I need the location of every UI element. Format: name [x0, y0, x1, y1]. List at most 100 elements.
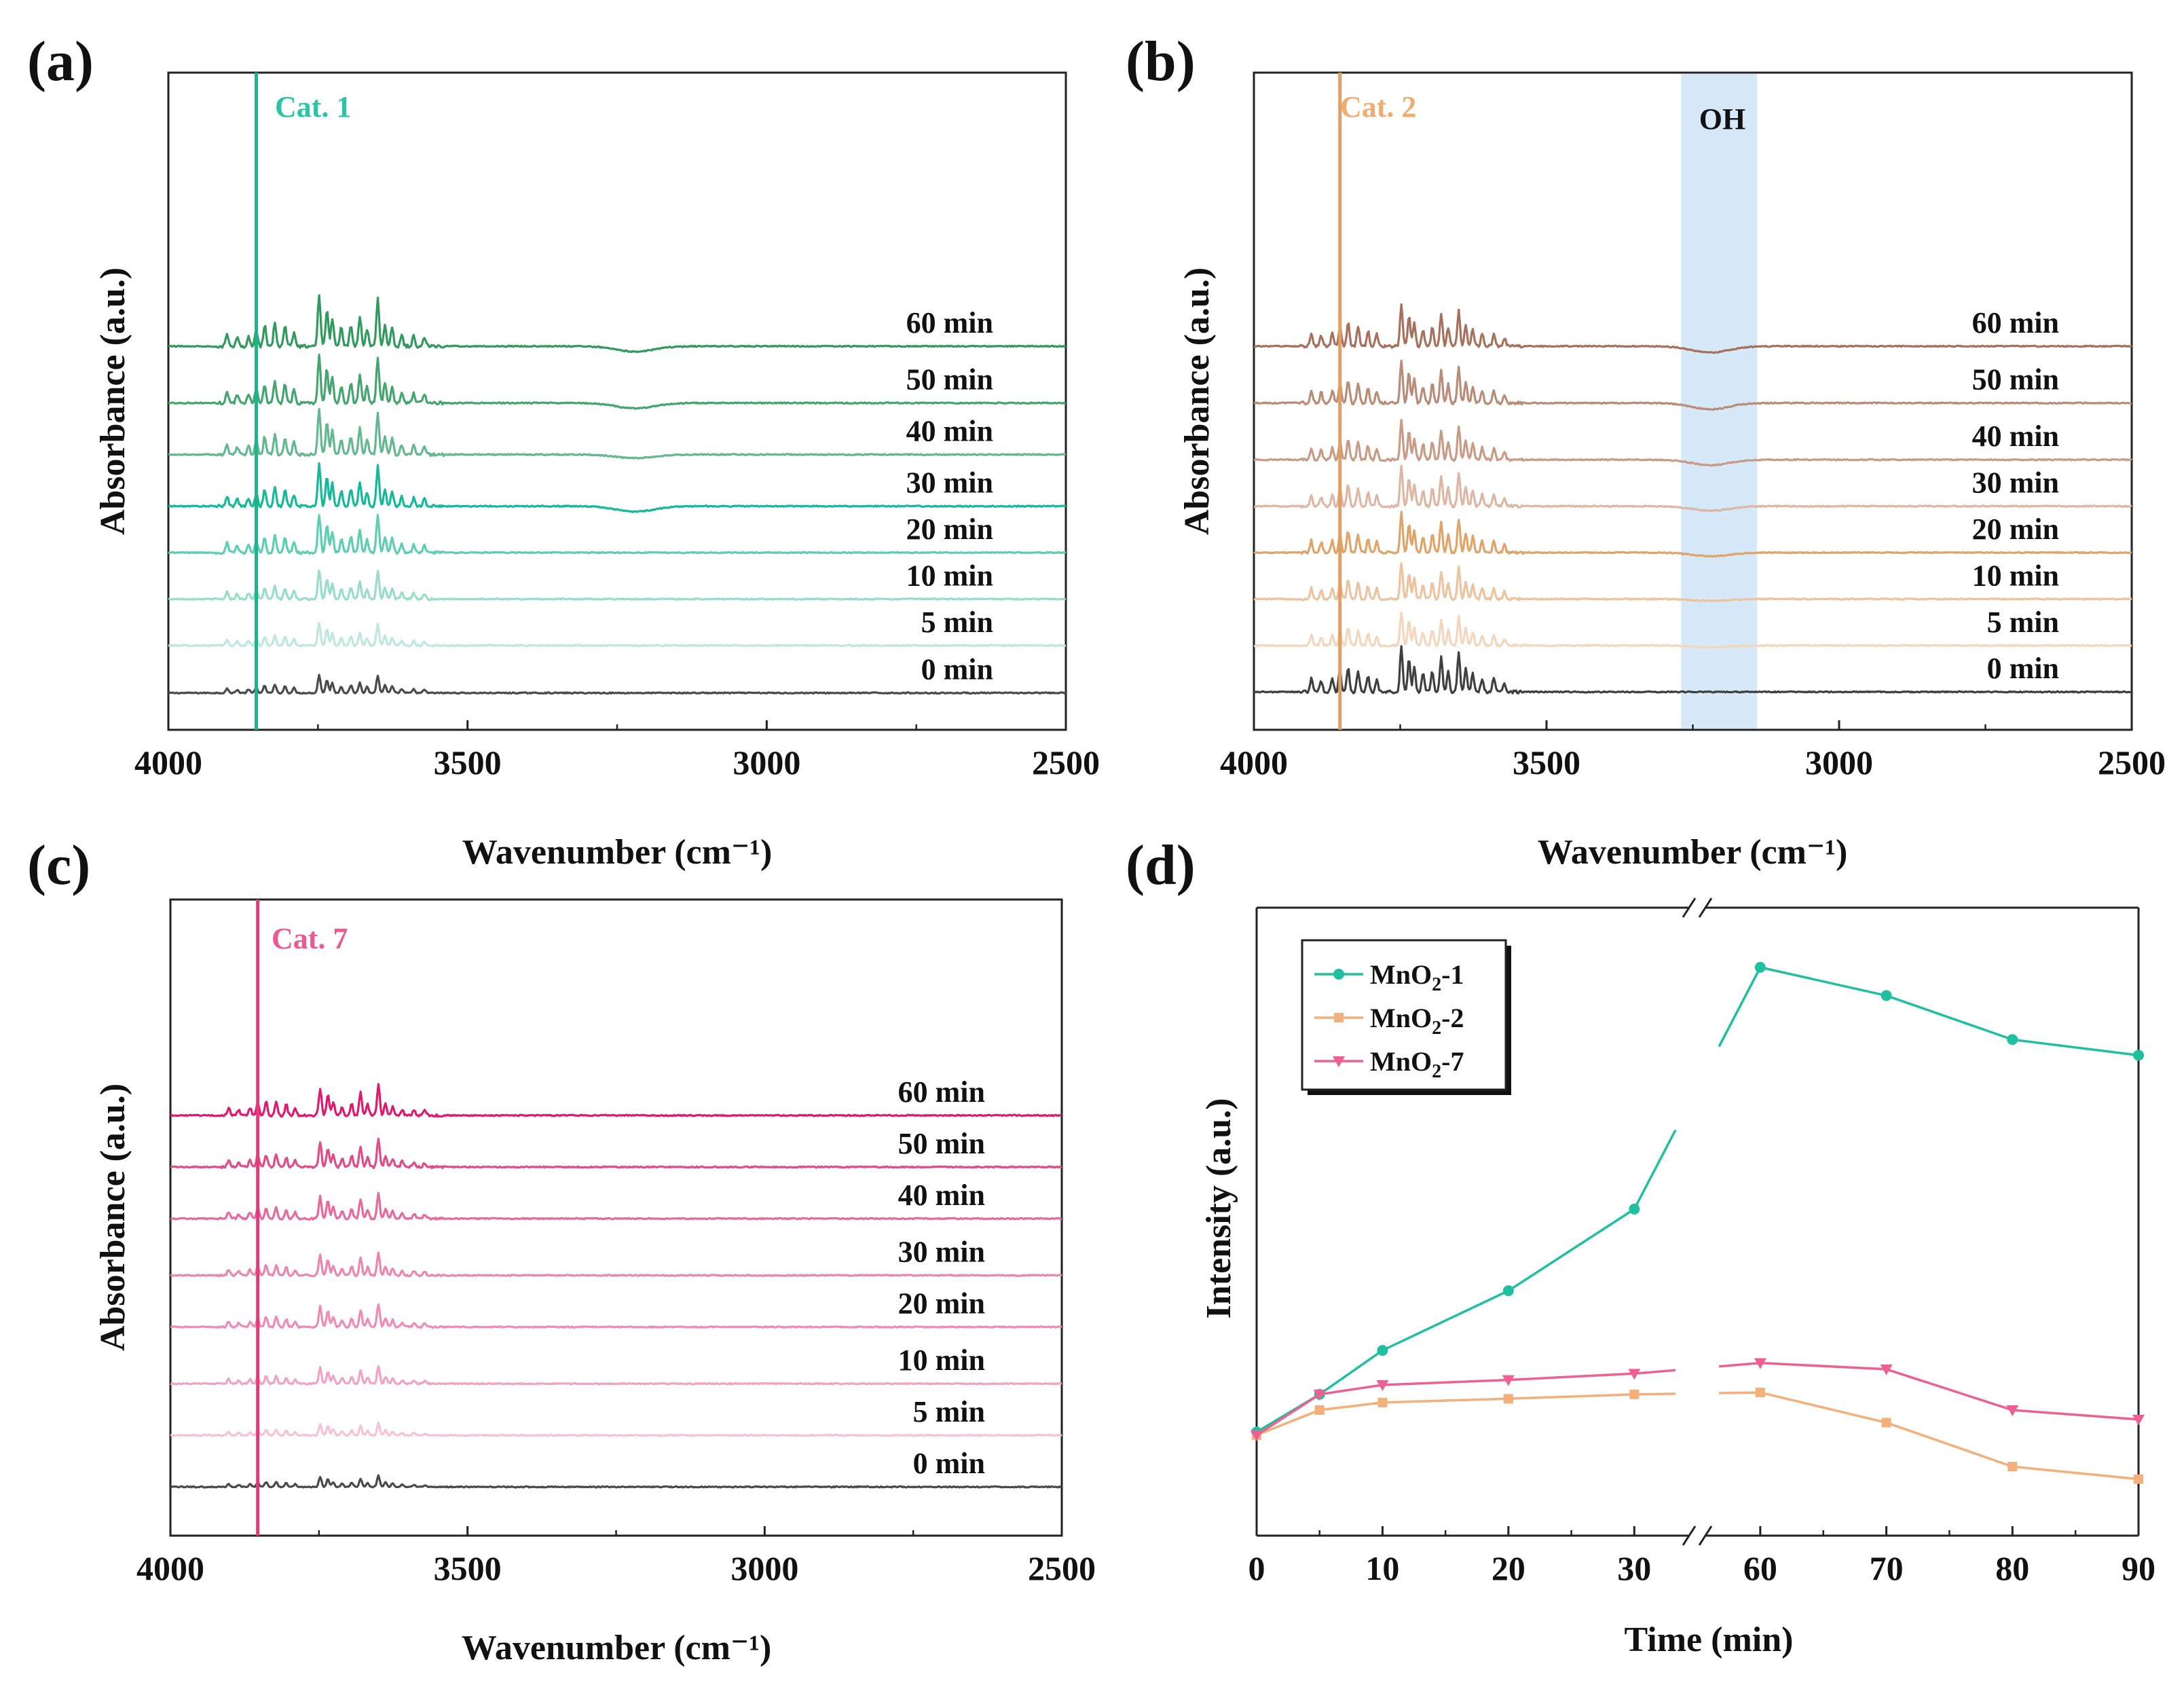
time-tick-label-60: 60	[1743, 1549, 1777, 1587]
spectrum-b-5-min	[1253, 611, 2132, 649]
point-mno2-1-t90	[2133, 1050, 2144, 1061]
point-mno2-7-t90	[2132, 1414, 2145, 1426]
x-ticks-a: 4000 3500 3000 2500	[134, 720, 1100, 781]
point-mno2-7-t0	[1251, 1430, 1263, 1441]
time-tick-label-0: 0	[1248, 1549, 1265, 1587]
time-label-c-0-min: 0 min	[913, 1447, 985, 1480]
spectrum-c-60-min	[170, 1083, 1062, 1118]
time-label-b-0-min: 0 min	[1987, 652, 2059, 685]
point-mno2-1-t20	[1502, 1285, 1514, 1297]
panel-label-a: (a)	[27, 30, 94, 93]
time-label-a-30-min: 30 min	[906, 466, 993, 500]
time-tick-label-70: 70	[1870, 1549, 1904, 1587]
x-tick-label-b-3500: 3500	[1513, 743, 1580, 781]
x-tick-label-b-4000: 4000	[1220, 743, 1288, 781]
spectrum-a-30-min	[168, 462, 1067, 513]
y-axis-title-d: Intensity (a.u.)	[1200, 1098, 1238, 1318]
axis-break-top-1	[1682, 897, 1697, 918]
x-tick-label-a-3000: 3000	[733, 743, 800, 781]
spectrum-a-5-min	[168, 622, 1067, 648]
point-mno2-7-t30	[1628, 1369, 1641, 1380]
x-axis-title-c: Wavenumber (cm⁻¹)	[462, 1629, 772, 1667]
cat-label-c: Cat. 7	[272, 922, 348, 955]
time-label-c-30-min: 30 min	[898, 1236, 985, 1269]
point-mno2-7-t70	[1880, 1364, 1893, 1375]
spectra-b: 0 min 5 min 10 min 20 min 30 min 40 min 50 min…	[1253, 73, 2132, 730]
point-mno2-7-t60	[1754, 1358, 1766, 1369]
spectrum-c-50-min	[170, 1137, 1062, 1170]
spectrum-a-10-min	[168, 569, 1067, 601]
time-tick-label-90: 90	[2122, 1549, 2155, 1587]
spectrum-b-10-min	[1253, 562, 2132, 603]
time-label-a-10-min: 10 min	[906, 559, 993, 592]
x-tick-label-b-2500: 2500	[2098, 743, 2166, 781]
axis-break-bottom-1	[1682, 1525, 1697, 1546]
time-tick-label-80: 80	[1995, 1549, 2029, 1587]
intensity-plot: 0 10 20 30 60 70 80 90 MnO2-1 MnO2-2 MnO2-7	[1248, 897, 2155, 1587]
point-mno2-1-t10	[1377, 1345, 1388, 1356]
time-tick-label-20: 20	[1492, 1549, 1525, 1587]
time-label-b-60-min: 60 min	[1972, 306, 2059, 339]
x-tick-label-b-3000: 3000	[1805, 743, 1873, 781]
x-axis-title-b: Wavenumber (cm⁻¹)	[1538, 833, 1848, 872]
x-axis-title-d: Time (min)	[1625, 1621, 1794, 1659]
oh-region-label: OH	[1699, 103, 1745, 136]
spectrum-b-20-min	[1253, 511, 2132, 558]
panel-a: (a) 0 min 5 min 10 min 20 min 30 min 40 min 50…	[27, 30, 1100, 872]
time-label-a-50-min: 50 min	[906, 363, 993, 396]
time-label-a-60-min: 60 min	[906, 306, 993, 339]
series-line-7-0	[1256, 1369, 1676, 1437]
point-mno2-7-t20	[1502, 1375, 1515, 1386]
y-axis-title-b: Absorbance (a.u.)	[1178, 267, 1217, 535]
point-mno2-2-t70	[1881, 1418, 1891, 1428]
point-mno2-1-t80	[2007, 1034, 2018, 1045]
panel-label-c: (c)	[27, 834, 90, 897]
point-mno2-2-t90	[2134, 1474, 2143, 1484]
time-label-b-30-min: 30 min	[1972, 466, 2059, 500]
point-mno2-7-t10	[1376, 1380, 1389, 1391]
spectrum-a-0-min	[168, 673, 1067, 695]
x-axis-title-a: Wavenumber (cm⁻¹)	[462, 833, 773, 872]
panel-label-d: (d)	[1126, 834, 1196, 897]
panel-c: (c) 0 min 5 min 10 min 20 min 30 min 40 min 50…	[27, 834, 1096, 1667]
x-tick-label-c-4000: 4000	[136, 1549, 204, 1587]
spectrum-c-30-min	[170, 1251, 1062, 1278]
time-label-b-5-min: 5 min	[1987, 606, 2059, 639]
series-line-2-1	[1718, 1391, 2139, 1481]
x-tick-label-c-3500: 3500	[434, 1549, 502, 1587]
spectrum-b-30-min	[1253, 464, 2132, 513]
series-line-2-0	[1256, 1392, 1676, 1437]
spectrum-c-10-min	[170, 1365, 1062, 1386]
x-tick-label-c-3000: 3000	[730, 1549, 798, 1587]
panel-b: (b) 0 min 5 min 10 min 20 min 30 min 40 min 50…	[1126, 30, 2166, 872]
legend-label-0: MnO2-1	[1370, 959, 1464, 995]
spectrum-a-50-min	[168, 353, 1067, 410]
cat-label-a: Cat. 1	[275, 90, 351, 124]
spectrum-c-40-min	[170, 1191, 1062, 1221]
axis-break-bottom-2	[1698, 1525, 1713, 1546]
point-mno2-2-t80	[2007, 1462, 2018, 1472]
x-tick-label-a-2500: 2500	[1032, 743, 1100, 781]
time-label-c-10-min: 10 min	[898, 1344, 985, 1377]
panel-label-b: (b)	[1126, 30, 1196, 93]
spectrum-a-40-min	[168, 407, 1067, 460]
point-mno2-2-t30	[1629, 1389, 1640, 1399]
x-tick-label-a-4000: 4000	[134, 743, 202, 781]
point-mno2-2-t60	[1755, 1388, 1765, 1398]
y-axis-title-a: Absorbance (a.u.)	[94, 267, 132, 535]
time-tick-label-30: 30	[1617, 1549, 1651, 1587]
spectrum-b-0-min	[1253, 645, 2132, 695]
point-mno2-7-t80	[2006, 1405, 2019, 1416]
x-tick-label-c-2500: 2500	[1028, 1549, 1096, 1587]
time-label-a-0-min: 0 min	[921, 653, 993, 686]
series-line-1-1	[1718, 965, 2139, 1057]
spectrum-a-60-min	[168, 294, 1067, 354]
legend-marker-2	[1333, 1056, 1345, 1067]
point-mno2-2-t5	[1314, 1405, 1325, 1415]
time-label-c-50-min: 50 min	[898, 1127, 985, 1160]
time-label-c-5-min: 5 min	[913, 1395, 985, 1428]
legend-label-1: MnO2-2	[1370, 1003, 1464, 1039]
point-mno2-1-t60	[1754, 961, 1766, 973]
point-mno2-1-t30	[1629, 1204, 1640, 1215]
